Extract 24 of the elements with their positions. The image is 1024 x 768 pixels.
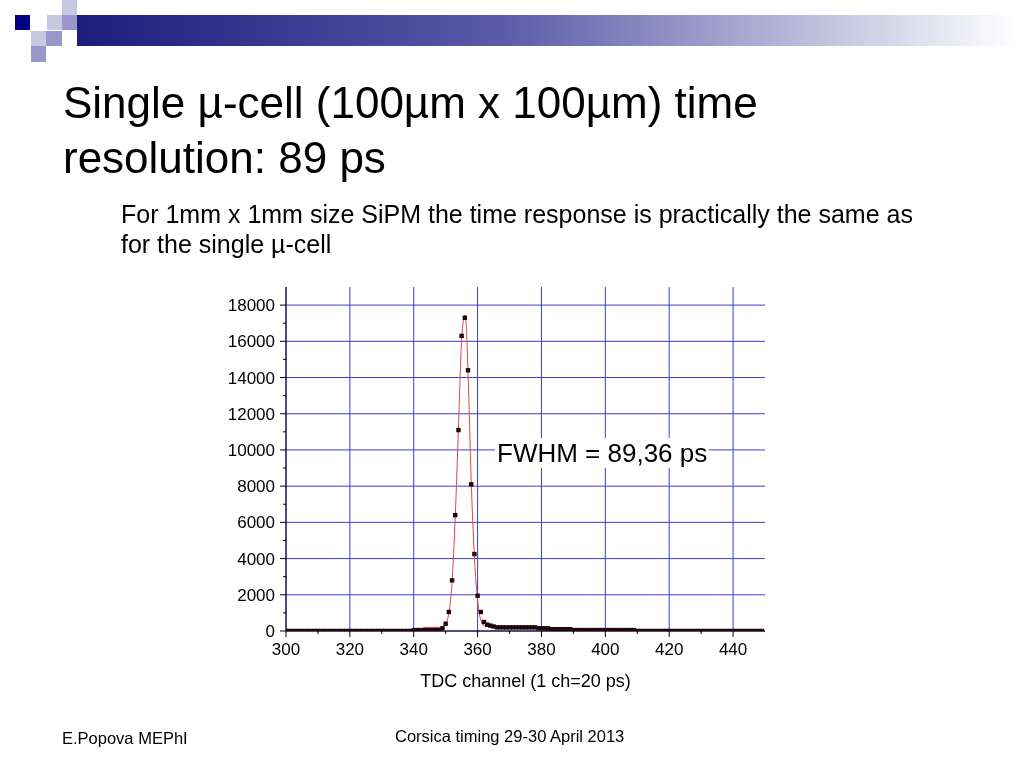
chart-title: Single µ-cell (100µm x 100µm) time resolution: 89 ps <box>63 77 759 184</box>
x-tick-label: 360 <box>463 640 492 660</box>
x-tick-label: 440 <box>718 640 748 660</box>
y-tick-label: 16000 <box>227 332 275 352</box>
chart-subtitle: For 1mm x 1mm size SiPM the time response is practically the same as for the single µ-cell <box>121 199 914 259</box>
y-tick-label: 18000 <box>227 296 275 316</box>
x-axis-title: TDC channel (1 ch=20 ps) <box>420 671 631 691</box>
y-tick-label: 10000 <box>227 441 275 461</box>
x-tick-label: 300 <box>271 640 301 660</box>
text: E.Popova MEPhI <box>62 729 188 747</box>
x-tick-label: 340 <box>399 640 428 660</box>
annotation: FWHM = 89,36 ps <box>495 438 710 468</box>
y-tick-label: 8000 <box>237 477 275 497</box>
y-tick-label: 2000 <box>237 585 275 605</box>
x-tick-label: 320 <box>335 640 365 660</box>
y-tick-label: 6000 <box>237 513 275 533</box>
x-tick-label: 400 <box>591 640 620 660</box>
x-tick-label: 420 <box>655 640 684 660</box>
y-tick-label: 0 <box>265 622 275 642</box>
x-tick-label: 380 <box>527 640 556 660</box>
text: Corsica timing 29-30 April 2013 <box>395 727 625 745</box>
y-tick-label: 14000 <box>227 368 275 388</box>
y-tick-label: 4000 <box>237 549 275 569</box>
y-tick-label: 12000 <box>227 404 275 424</box>
